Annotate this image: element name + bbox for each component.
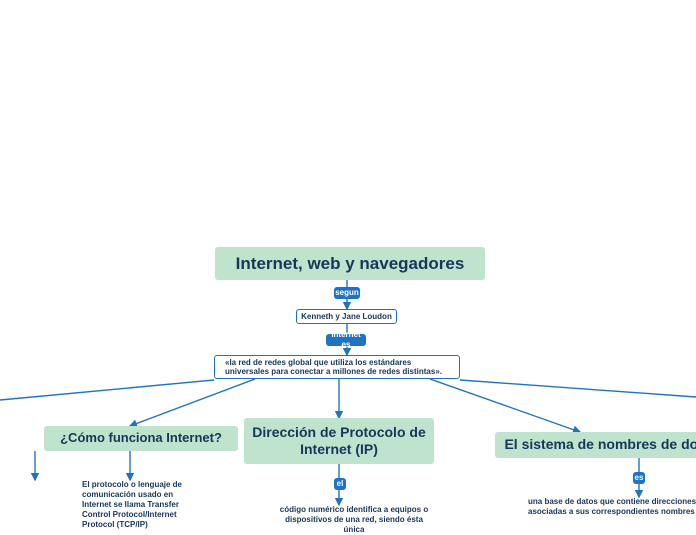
branch2-title: Dirección de Protocolo de Internet (IP) — [244, 418, 434, 464]
branch2-tag: el — [334, 478, 346, 490]
tag-segun: segun — [334, 287, 360, 299]
node-kenneth: Kenneth y Jane Loudon — [296, 309, 397, 324]
branch1-desc: El protocolo o lenguaje de comunicación … — [82, 480, 200, 530]
node-quote: «la red de redes global que utiliza los … — [214, 355, 460, 379]
branch1-title: ¿Cómo funciona Internet? — [44, 426, 238, 451]
branch2-desc: código numérico identifica a equipos o d… — [275, 505, 433, 535]
branch3-tag: es — [633, 472, 645, 484]
branch3-desc: una base de datos que contiene direccion… — [528, 497, 696, 517]
root-title: Internet, web y navegadores — [215, 247, 485, 280]
branch3-title: El sistema de nombres de dominio — [495, 432, 696, 458]
tag-internet-es: Internet es — [326, 334, 366, 346]
